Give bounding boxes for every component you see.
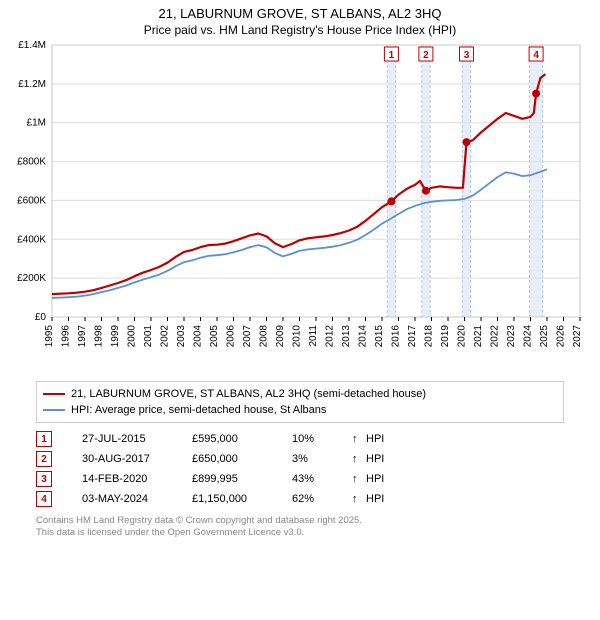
svg-text:2004: 2004: [193, 325, 204, 348]
transaction-pct: 62%: [292, 493, 352, 505]
legend: 21, LABURNUM GROVE, ST ALBANS, AL2 3HQ (…: [36, 381, 564, 423]
footer-line: Contains HM Land Registry data © Crown c…: [36, 515, 564, 527]
legend-swatch: [43, 393, 65, 395]
transaction-pct: 43%: [292, 473, 352, 485]
up-arrow-icon: ↑: [352, 433, 366, 445]
price-chart: £0 £200K £400K £600K £800K £1M £1.2M £1.4M 1995 1…: [0, 37, 600, 377]
svg-text:2018: 2018: [424, 325, 435, 348]
transaction-date: 30-AUG-2017: [82, 453, 192, 465]
svg-text:2002: 2002: [160, 325, 171, 348]
svg-text:4: 4: [533, 50, 539, 61]
transaction-row: 1 27-JUL-2015£595,00010%↑HPI: [36, 429, 564, 449]
svg-text:2025: 2025: [539, 325, 550, 348]
transaction-date: 14-FEB-2020: [82, 473, 192, 485]
transaction-price: £899,995: [192, 473, 292, 485]
transactions-table: 127-JUL-2015£595,00010%↑HPI230-AUG-2017£…: [36, 429, 564, 509]
up-arrow-icon: ↑: [352, 493, 366, 505]
transaction-badge: 3: [36, 471, 52, 487]
transaction-suffix: HPI: [366, 433, 396, 445]
svg-text:2007: 2007: [242, 325, 253, 348]
svg-text:2026: 2026: [556, 325, 567, 348]
svg-text:2013: 2013: [341, 325, 352, 348]
svg-text:2021: 2021: [473, 325, 484, 348]
svg-text:1997: 1997: [77, 325, 88, 348]
svg-text:1996: 1996: [61, 325, 72, 348]
transaction-price: £595,000: [192, 433, 292, 445]
svg-text:2006: 2006: [226, 325, 237, 348]
transaction-row: 3 14-FEB-2020£899,99543%↑HPI: [36, 469, 564, 489]
svg-text:1999: 1999: [110, 325, 121, 348]
up-arrow-icon: ↑: [352, 473, 366, 485]
page-title: 21, LABURNUM GROVE, ST ALBANS, AL2 3HQ: [0, 6, 600, 21]
svg-text:£1M: £1M: [27, 118, 46, 129]
svg-text:2023: 2023: [506, 325, 517, 348]
transaction-suffix: HPI: [366, 473, 396, 485]
svg-text:2: 2: [423, 50, 429, 61]
svg-text:2005: 2005: [209, 325, 220, 348]
footer: Contains HM Land Registry data © Crown c…: [36, 515, 564, 539]
svg-text:2017: 2017: [407, 325, 418, 348]
svg-text:2008: 2008: [259, 325, 270, 348]
transaction-badge: 1: [36, 431, 52, 447]
svg-text:2014: 2014: [358, 325, 369, 348]
legend-item: 21, LABURNUM GROVE, ST ALBANS, AL2 3HQ (…: [43, 386, 557, 402]
svg-text:2012: 2012: [325, 325, 336, 348]
svg-text:1995: 1995: [44, 325, 55, 348]
svg-text:2016: 2016: [391, 325, 402, 348]
transaction-price: £650,000: [192, 453, 292, 465]
transaction-pct: 3%: [292, 453, 352, 465]
transaction-badge: 2: [36, 451, 52, 467]
page-subtitle: Price paid vs. HM Land Registry's House …: [0, 23, 600, 37]
svg-text:2024: 2024: [523, 325, 534, 348]
transaction-pct: 10%: [292, 433, 352, 445]
svg-text:2022: 2022: [490, 325, 501, 348]
legend-item: HPI: Average price, semi-detached house,…: [43, 402, 557, 418]
svg-text:2010: 2010: [292, 325, 303, 348]
svg-text:2009: 2009: [275, 325, 286, 348]
svg-text:3: 3: [464, 50, 470, 61]
legend-swatch: [43, 409, 65, 411]
transaction-suffix: HPI: [366, 493, 396, 505]
transaction-row: 2 30-AUG-2017£650,0003%↑HPI: [36, 449, 564, 469]
footer-line: This data is licensed under the Open Gov…: [36, 527, 564, 539]
transaction-row: 4 03-MAY-2024£1,150,00062%↑HPI: [36, 489, 564, 509]
legend-label: 21, LABURNUM GROVE, ST ALBANS, AL2 3HQ (…: [71, 388, 426, 400]
svg-text:2000: 2000: [127, 325, 138, 348]
svg-text:£800K: £800K: [17, 157, 46, 168]
svg-text:2001: 2001: [143, 325, 154, 348]
svg-text:1: 1: [389, 50, 395, 61]
transaction-date: 27-JUL-2015: [82, 433, 192, 445]
svg-text:£0: £0: [35, 312, 47, 323]
svg-text:2027: 2027: [572, 325, 583, 348]
legend-label: HPI: Average price, semi-detached house,…: [71, 404, 326, 416]
transaction-date: 03-MAY-2024: [82, 493, 192, 505]
svg-text:£200K: £200K: [17, 273, 46, 284]
svg-text:2020: 2020: [457, 325, 468, 348]
transaction-suffix: HPI: [366, 453, 396, 465]
svg-text:1998: 1998: [94, 325, 105, 348]
svg-text:£1.2M: £1.2M: [18, 79, 46, 90]
svg-text:£600K: £600K: [17, 195, 46, 206]
up-arrow-icon: ↑: [352, 453, 366, 465]
transaction-price: £1,150,000: [192, 493, 292, 505]
svg-text:2019: 2019: [440, 325, 451, 348]
svg-text:2011: 2011: [308, 325, 319, 347]
svg-text:2015: 2015: [374, 325, 385, 348]
svg-text:2003: 2003: [176, 325, 187, 348]
svg-text:£1.4M: £1.4M: [18, 40, 46, 51]
transaction-badge: 4: [36, 491, 52, 507]
svg-text:£400K: £400K: [17, 234, 46, 245]
